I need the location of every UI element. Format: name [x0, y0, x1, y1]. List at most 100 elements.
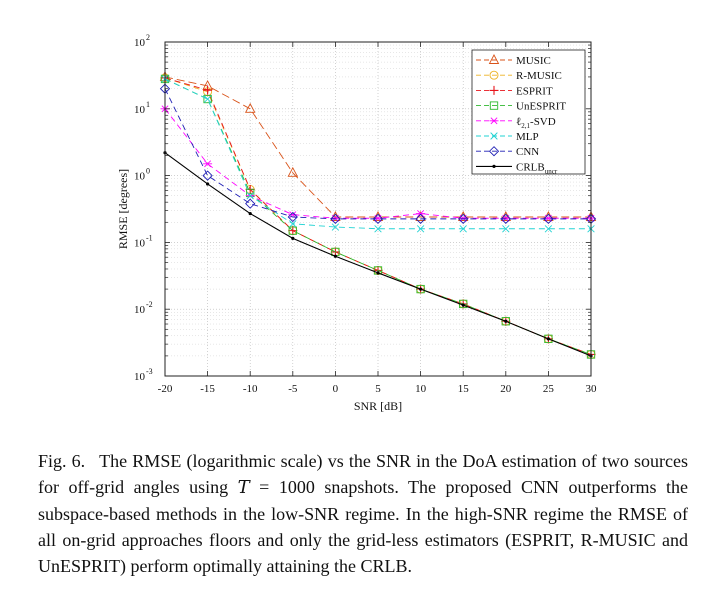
series-line: [164, 88, 591, 220]
x-tick-label: -15: [200, 383, 215, 395]
caption-math-variable: T: [237, 477, 250, 498]
x-tick-labels: -20 -15 -10 -5 0 5 10 15 20 25 30: [158, 383, 597, 395]
data-point-marker: [288, 226, 297, 235]
y-tick-label-exponent: -2: [146, 300, 153, 309]
y-tick-label: 10: [134, 37, 146, 49]
series-group: [159, 70, 597, 359]
rmse-chart: -20 -15 -10 -5 0 5 10 15 20 25 30 10-310-210-110 01…: [116, 33, 597, 413]
data-point-marker: [546, 337, 551, 341]
data-point-marker: [287, 166, 299, 177]
data-point-marker: [248, 211, 252, 216]
y-axis-label: RMSE [degrees]: [116, 169, 130, 249]
data-point-marker: [203, 160, 213, 168]
data-point-marker: [288, 226, 298, 236]
caption-text-after: snapshots. The proposed CNN outperforms …: [38, 477, 689, 576]
x-tick-label: 20: [500, 383, 512, 395]
data-point-marker: [244, 102, 256, 113]
legend-item: ESPRIT: [476, 85, 553, 97]
data-point-marker: [203, 85, 213, 95]
data-point-marker: [500, 213, 511, 225]
x-tick-label: 0: [333, 383, 339, 395]
data-point-marker: [490, 132, 498, 140]
data-point-marker: [416, 284, 425, 294]
data-point-marker: [544, 225, 553, 233]
data-point-marker: [330, 213, 341, 225]
data-point-marker: [544, 334, 553, 343]
y-tick-label: 10: [134, 371, 146, 383]
data-point-marker: [289, 220, 297, 228]
data-point-marker: [372, 213, 384, 225]
legend-item: MLP: [476, 131, 539, 143]
data-point-marker: [461, 303, 465, 307]
legend-label: ESPRIT: [516, 85, 553, 97]
x-tick-label: -5: [288, 383, 298, 395]
legend-item: R-MUSIC: [476, 70, 562, 82]
x-tick-label: 30: [586, 383, 598, 395]
y-tick-label: 10: [134, 304, 146, 316]
y-tick-label-exponent: -3: [146, 367, 153, 376]
y-tick-label-exponent: 2: [146, 33, 150, 42]
x-axis-label: SNR [dB]: [354, 399, 402, 413]
data-point-marker: [492, 164, 496, 168]
legend-label: MLP: [516, 131, 539, 143]
data-point-marker: [331, 223, 340, 231]
x-tick-label: -10: [243, 383, 258, 395]
y-tick-label-exponent: 0: [146, 167, 150, 176]
x-tick-label: 10: [415, 383, 427, 395]
data-point-marker: [489, 85, 499, 95]
data-point-marker: [489, 101, 499, 110]
data-point-marker: [501, 317, 510, 326]
data-point-marker: [415, 213, 426, 225]
data-point-marker: [246, 188, 255, 198]
data-point-marker: [419, 287, 423, 291]
legend-item: UnESPRIT: [476, 101, 566, 113]
legend-label: MUSIC: [516, 55, 551, 67]
legend-item: CNN: [476, 146, 539, 158]
data-point-marker: [458, 213, 469, 225]
x-tick-label: 15: [458, 383, 470, 395]
y-tick-label: 10: [134, 171, 146, 183]
legend-label: R-MUSIC: [516, 70, 562, 82]
y-tick-label-exponent: 1: [146, 100, 150, 109]
data-point-marker: [376, 271, 380, 275]
series-line: [164, 76, 591, 218]
figure-caption: Fig. 6. The RMSE (logarithmic scale) vs t…: [38, 448, 688, 579]
caption-math-value: = 1000: [249, 477, 315, 497]
legend-label: UnESPRIT: [516, 101, 566, 113]
x-tick-label: 5: [375, 383, 381, 395]
data-point-marker: [504, 319, 508, 323]
axis-ticks: [164, 41, 592, 377]
data-point-marker: [488, 54, 500, 64]
legend-item: MUSIC: [476, 54, 551, 67]
caption-label: Fig. 6.: [38, 451, 86, 471]
data-point-marker: [416, 210, 426, 218]
series-mlp: [161, 75, 595, 233]
data-point-marker: [203, 94, 212, 104]
data-point-marker: [416, 225, 425, 233]
legend-box: [471, 49, 586, 175]
legend-label: CNN: [516, 146, 539, 158]
data-point-marker: [203, 95, 212, 103]
data-point-marker: [488, 146, 500, 157]
data-point-marker: [459, 225, 467, 233]
caption-text-before: The RMSE (logarithmic scale) vs the SNR …: [38, 451, 688, 497]
series-crlbuncr: [163, 151, 593, 358]
data-point-marker: [245, 198, 256, 209]
data-point-marker: [489, 70, 499, 80]
y-tick-label-exponent: -1: [146, 233, 153, 242]
y-tick-label: 10: [134, 104, 146, 116]
y-tick-label: 10: [134, 237, 146, 249]
data-point-marker: [374, 225, 382, 233]
x-tick-label: -20: [158, 383, 173, 395]
data-point-marker: [502, 225, 510, 233]
x-tick-label: 25: [543, 383, 555, 395]
data-point-marker: [291, 236, 295, 240]
data-point-marker: [287, 211, 298, 223]
data-point-marker: [489, 117, 499, 125]
data-point-marker: [543, 213, 554, 225]
data-point-marker: [206, 182, 210, 186]
data-point-marker: [202, 170, 213, 181]
legend: MUSICR-MUSICESPRITUnESPRITℓ2,1-SVDMLPCNN…: [471, 49, 586, 175]
series-line: [164, 78, 591, 230]
